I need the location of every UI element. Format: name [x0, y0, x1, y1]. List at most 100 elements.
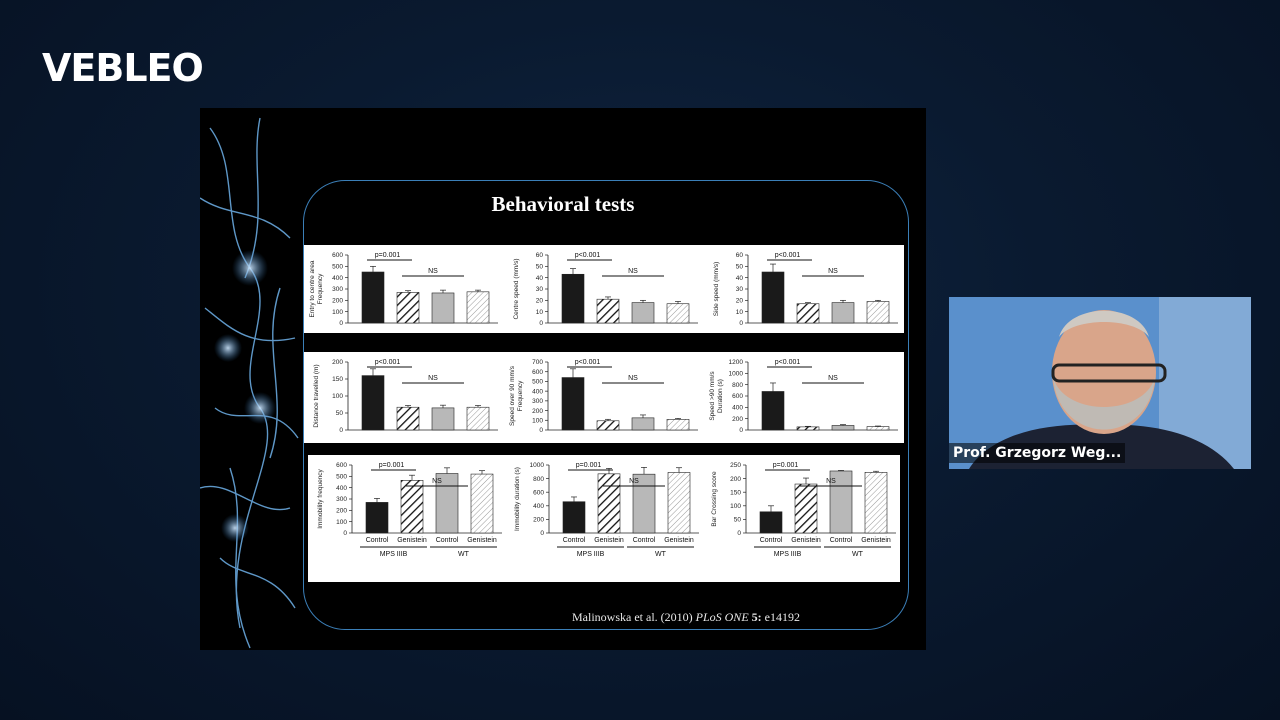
bar [796, 303, 820, 324]
group-label-mps: MPS IIIB [774, 551, 802, 558]
y-tick-label: 300 [336, 496, 347, 503]
bar [365, 502, 389, 534]
bar [400, 479, 424, 534]
y-tick-label: 300 [332, 286, 343, 293]
y-tick-label: 0 [540, 530, 544, 537]
citation-article: e14192 [764, 610, 800, 624]
bar [561, 273, 585, 324]
y-tick-label: 600 [533, 489, 544, 496]
category-label: Genistein [594, 537, 624, 544]
ns-label: NS [826, 478, 836, 485]
y-tick-label: 10 [736, 309, 744, 316]
y-tick-label: 100 [332, 393, 343, 400]
bar [466, 291, 490, 324]
y-tick-label: 800 [732, 382, 743, 389]
y-axis-label: Duration (s) [717, 379, 724, 413]
y-axis-label: Speed over 90 mm/s [509, 365, 516, 426]
y-tick-label: 50 [536, 264, 544, 271]
bar [431, 407, 455, 431]
chart-row-3: 0 100 200 300 400 500 600 Immobility frequency p… [308, 455, 900, 582]
citation-volume: 5: [751, 610, 762, 624]
y-tick-label: 0 [739, 320, 743, 327]
speaker-webcam: Prof. Grzegorz Weg... [949, 297, 1251, 469]
bar [866, 426, 890, 431]
y-axis-label: Entry to centre area [309, 260, 316, 317]
chart-row-1: 0 100 200 300 400 500 600 Entry to centre area F… [304, 245, 904, 333]
y-tick-label: 1000 [530, 462, 545, 469]
y-tick-label: 1200 [729, 359, 744, 366]
slide-title: Behavioral tests [491, 192, 635, 216]
y-tick-label: 600 [532, 369, 543, 376]
chart-panel: 0 200 400 600 800 1000 Immobility duration (s)… [514, 462, 699, 558]
ns-label: NS [828, 375, 838, 382]
y-tick-label: 400 [533, 503, 544, 510]
ns-label: NS [432, 478, 442, 485]
y-tick-label: 10 [536, 309, 544, 316]
chart-panel: 0 10 20 30 40 50 60 Centre speed (mm/s) p<0.001 N… [513, 252, 698, 327]
y-tick-label: 500 [336, 474, 347, 481]
category-label: Genistein [861, 537, 891, 544]
p-value-label: p<0.001 [775, 359, 801, 366]
y-tick-label: 500 [332, 264, 343, 271]
vebleo-logo: VEBLEO [42, 46, 204, 90]
y-tick-label: 800 [533, 476, 544, 483]
y-tick-label: 20 [536, 298, 544, 305]
p-value-label: p=0.001 [773, 462, 799, 469]
y-tick-label: 400 [336, 485, 347, 492]
y-tick-label: 600 [732, 393, 743, 400]
y-tick-label: 50 [736, 264, 744, 271]
bar [431, 292, 455, 324]
y-axis-label: Distance travelled (m) [313, 364, 320, 427]
category-label: Control [366, 537, 389, 544]
y-tick-label: 200 [732, 416, 743, 423]
y-tick-label: 0 [339, 427, 343, 434]
bar [396, 292, 420, 324]
bar [666, 419, 690, 431]
y-tick-label: 0 [339, 320, 343, 327]
y-tick-label: 500 [532, 379, 543, 386]
p-value-label: p<0.001 [775, 252, 801, 259]
p-value-label: p=0.001 [379, 462, 405, 469]
bar [831, 425, 855, 431]
y-axis-label: Centre speed (mm/s) [513, 258, 520, 319]
p-value-label: p=0.001 [375, 252, 401, 259]
ns-label: NS [428, 375, 438, 382]
ns-label: NS [628, 268, 638, 275]
y-tick-label: 150 [730, 489, 741, 496]
bar [864, 472, 888, 534]
y-tick-label: 50 [336, 410, 344, 417]
bar [759, 511, 783, 534]
citation-journal: PLoS ONE [695, 610, 749, 624]
y-axis-label: Frequency [317, 273, 324, 304]
y-tick-label: 0 [343, 530, 347, 537]
y-tick-label: 60 [536, 252, 544, 259]
category-label: Control [563, 537, 586, 544]
y-tick-label: 600 [332, 252, 343, 259]
y-tick-label: 1000 [729, 371, 744, 378]
speaker-video [949, 297, 1251, 469]
y-tick-label: 30 [736, 286, 744, 293]
bar [470, 473, 494, 534]
y-tick-label: 0 [737, 530, 741, 537]
bar [796, 426, 820, 431]
chart-panel: 0 100 200 300 400 500 600 700 Speed over 90 mm/s… [509, 359, 698, 434]
y-axis-label: Bar Crossing score [711, 471, 718, 527]
ns-label: NS [428, 268, 438, 275]
y-tick-label: 100 [532, 417, 543, 424]
p-value-label: p<0.001 [575, 359, 601, 366]
bar [866, 301, 890, 324]
y-tick-label: 30 [536, 286, 544, 293]
bar [596, 420, 620, 431]
category-label: Genistein [664, 537, 694, 544]
y-tick-label: 400 [532, 388, 543, 395]
y-tick-label: 250 [730, 462, 741, 469]
bar [631, 302, 655, 324]
category-label: Genistein [397, 537, 427, 544]
bar [631, 417, 655, 431]
y-tick-label: 700 [532, 359, 543, 366]
citation: Malinowska et al. (2010) PLoS ONE 5: e14… [572, 610, 800, 625]
bar [562, 501, 586, 534]
bar [761, 271, 785, 324]
chart-row-2-svg: 0 50 100 150 200 Distance travelled (m) p<0.00… [313, 359, 898, 434]
y-tick-label: 400 [732, 405, 743, 412]
